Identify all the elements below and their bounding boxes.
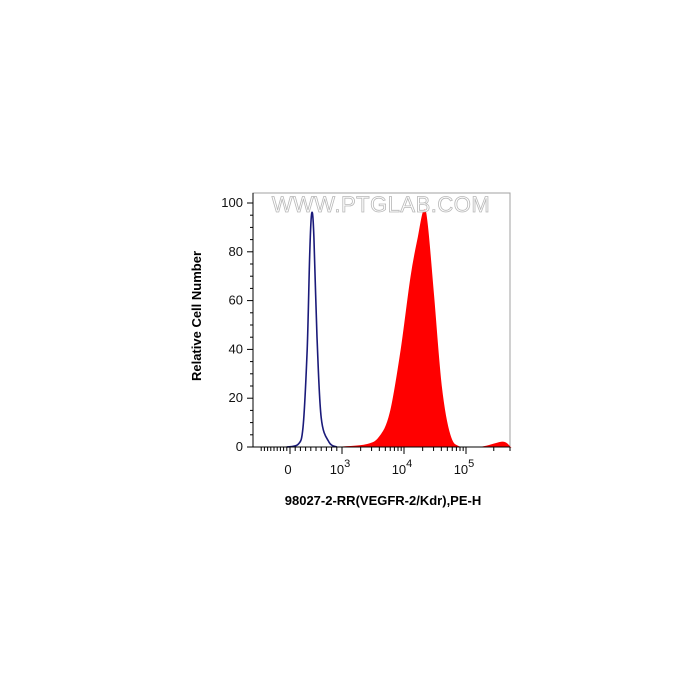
y-tick-label-60: 60 [229, 293, 243, 308]
plot-frame [252, 192, 511, 448]
y-axis-title: Relative Cell Number [189, 251, 204, 381]
x-tick-label-10000: 104 [392, 458, 413, 477]
y-tick-label-40: 40 [229, 341, 243, 356]
x-tick-label-100000: 105 [454, 458, 475, 477]
y-tick-label-80: 80 [229, 244, 243, 259]
y-tick-label-100: 100 [221, 195, 243, 210]
y-tick-label-20: 20 [229, 390, 243, 405]
x-tick-layer: 0 103 104 105 [260, 447, 511, 477]
axes-layer [252, 193, 510, 448]
y-tick-label-0: 0 [236, 439, 243, 454]
y-tick-layer: 0 20 40 60 80 100 [221, 195, 253, 454]
series-0-line [286, 211, 338, 448]
x-axis-title: 98027-2-RR(VEGFR-2/Kdr),PE-H [285, 493, 482, 508]
watermark: WWW.PTGLAB.COM [272, 192, 490, 217]
x-tick-label-0: 0 [284, 462, 291, 477]
x-tick-label-1000: 103 [330, 458, 351, 477]
